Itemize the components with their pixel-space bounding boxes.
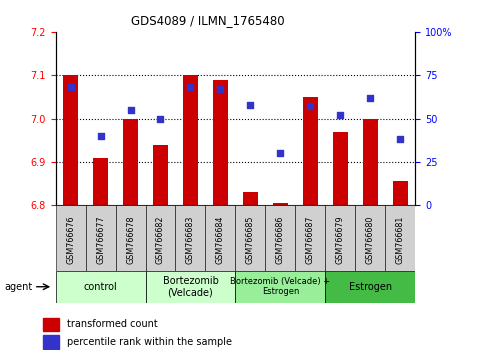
Point: [156, 116, 164, 121]
Point: [367, 95, 374, 101]
Bar: [296, 205, 326, 271]
Bar: [175, 205, 205, 271]
Text: GSM766680: GSM766680: [366, 215, 375, 263]
Bar: [363, 119, 378, 205]
Point: [186, 85, 194, 90]
Bar: [326, 271, 415, 303]
Bar: [145, 205, 175, 271]
Bar: [93, 158, 108, 205]
Text: GSM766687: GSM766687: [306, 215, 315, 264]
Bar: [236, 271, 326, 303]
Bar: [56, 271, 145, 303]
Text: GSM766684: GSM766684: [216, 215, 225, 263]
Bar: [355, 205, 385, 271]
Bar: [326, 205, 355, 271]
Text: transformed count: transformed count: [68, 319, 158, 329]
Point: [277, 150, 284, 156]
Text: agent: agent: [5, 282, 33, 292]
Bar: [63, 75, 78, 205]
Text: GSM766682: GSM766682: [156, 215, 165, 264]
Bar: [85, 205, 115, 271]
Text: control: control: [84, 282, 117, 292]
Text: GSM766679: GSM766679: [336, 215, 345, 264]
Bar: [56, 205, 85, 271]
Bar: [145, 271, 236, 303]
Text: GDS4089 / ILMN_1765480: GDS4089 / ILMN_1765480: [131, 14, 284, 27]
Bar: [153, 144, 168, 205]
Bar: [266, 205, 296, 271]
Bar: [393, 182, 408, 205]
Point: [247, 102, 255, 108]
Point: [97, 133, 104, 139]
Text: percentile rank within the sample: percentile rank within the sample: [68, 337, 232, 347]
Bar: [123, 119, 138, 205]
Text: GSM766681: GSM766681: [396, 215, 405, 263]
Bar: [43, 335, 59, 349]
Bar: [43, 318, 59, 331]
Point: [127, 107, 134, 113]
Bar: [183, 75, 198, 205]
Text: GSM766678: GSM766678: [126, 215, 135, 264]
Text: Estrogen: Estrogen: [349, 282, 392, 292]
Bar: [236, 205, 266, 271]
Bar: [243, 192, 258, 205]
Text: GSM766685: GSM766685: [246, 215, 255, 264]
Text: Bortezomib
(Velcade): Bortezomib (Velcade): [163, 276, 218, 298]
Point: [397, 137, 404, 142]
Text: Bortezomib (Velcade) +
Estrogen: Bortezomib (Velcade) + Estrogen: [230, 277, 330, 296]
Text: GSM766686: GSM766686: [276, 215, 285, 263]
Point: [337, 112, 344, 118]
Point: [216, 86, 224, 92]
Point: [307, 104, 314, 109]
Text: GSM766683: GSM766683: [186, 215, 195, 263]
Bar: [303, 97, 318, 205]
Bar: [213, 80, 228, 205]
Bar: [115, 205, 145, 271]
Point: [67, 85, 74, 90]
Text: GSM766677: GSM766677: [96, 215, 105, 264]
Text: GSM766676: GSM766676: [66, 215, 75, 264]
Bar: [273, 203, 288, 205]
Bar: [205, 205, 236, 271]
Bar: [385, 205, 415, 271]
Bar: [333, 132, 348, 205]
